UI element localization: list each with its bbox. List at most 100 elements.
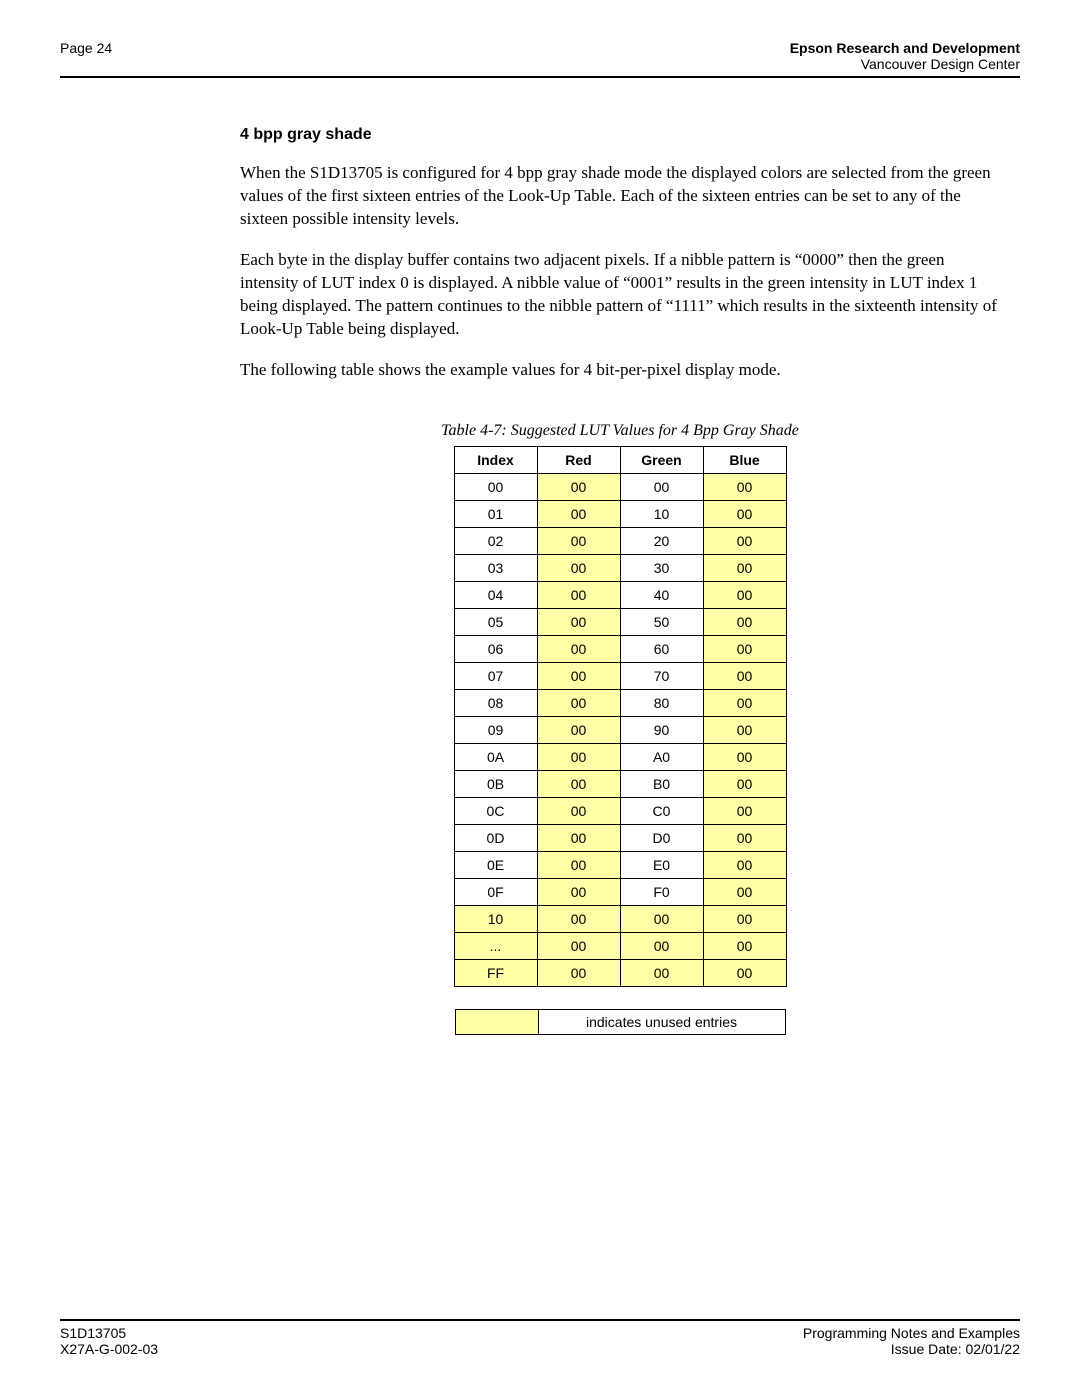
table-row: 0D00D000 [454,824,786,851]
header-page-number: Page 24 [60,40,112,56]
cell-red: 00 [537,635,620,662]
cell-blue: 00 [703,878,786,905]
section-title: 4 bpp gray shade [240,126,1000,144]
footer-right-2: Issue Date: 02/01/22 [803,1341,1020,1357]
paragraph-3: The following table shows the example va… [240,359,1000,382]
cell-index: 08 [454,689,537,716]
cell-green: 80 [620,689,703,716]
cell-red: 00 [537,500,620,527]
cell-blue: 00 [703,473,786,500]
cell-index: ... [454,932,537,959]
legend-swatch [455,1009,538,1034]
cell-blue: 00 [703,824,786,851]
cell-blue: 00 [703,554,786,581]
cell-blue: 00 [703,743,786,770]
cell-green: 20 [620,527,703,554]
cell-blue: 00 [703,635,786,662]
table-row: 01001000 [454,500,786,527]
th-blue: Blue [703,446,786,473]
cell-red: 00 [537,851,620,878]
th-red: Red [537,446,620,473]
cell-index: 0D [454,824,537,851]
cell-index: 0F [454,878,537,905]
cell-blue: 00 [703,662,786,689]
th-index: Index [454,446,537,473]
table-row: 0E00E000 [454,851,786,878]
table-row: 0F00F000 [454,878,786,905]
table-row: 00000000 [454,473,786,500]
table-row: 07007000 [454,662,786,689]
cell-red: 00 [537,932,620,959]
main-content: 4 bpp gray shade When the S1D13705 is co… [240,126,1000,1035]
page-footer: S1D13705 X27A-G-002-03 Programming Notes… [60,1319,1020,1357]
cell-index: 0A [454,743,537,770]
cell-red: 00 [537,554,620,581]
header-rule [60,76,1020,78]
cell-index: 01 [454,500,537,527]
cell-green: 50 [620,608,703,635]
cell-index: 00 [454,473,537,500]
cell-green: E0 [620,851,703,878]
cell-index: 0C [454,797,537,824]
table-caption: Table 4-7: Suggested LUT Values for 4 Bp… [240,422,1000,440]
cell-green: 40 [620,581,703,608]
paragraph-2: Each byte in the display buffer contains… [240,249,1000,341]
cell-green: F0 [620,878,703,905]
table-row: 08008000 [454,689,786,716]
cell-index: 09 [454,716,537,743]
legend: indicates unused entries [240,1009,1000,1035]
table-row: 04004000 [454,581,786,608]
table-row: 10000000 [454,905,786,932]
cell-red: 00 [537,905,620,932]
table-row: 0B00B000 [454,770,786,797]
table-row: 02002000 [454,527,786,554]
cell-index: 04 [454,581,537,608]
cell-green: D0 [620,824,703,851]
legend-label: indicates unused entries [538,1009,785,1034]
table-row: 09009000 [454,716,786,743]
header-org-line1: Epson Research and Development [790,40,1020,56]
lut-table-head-row: Index Red Green Blue [454,446,786,473]
cell-red: 00 [537,797,620,824]
footer-right-1: Programming Notes and Examples [803,1325,1020,1341]
cell-blue: 00 [703,527,786,554]
cell-green: 90 [620,716,703,743]
cell-red: 00 [537,770,620,797]
cell-green: 00 [620,473,703,500]
cell-red: 00 [537,473,620,500]
cell-green: 00 [620,905,703,932]
table-row: 03003000 [454,554,786,581]
cell-blue: 00 [703,581,786,608]
cell-green: 70 [620,662,703,689]
header-org-line2: Vancouver Design Center [790,56,1020,72]
cell-red: 00 [537,824,620,851]
footer-rule [60,1319,1020,1321]
cell-green: 00 [620,932,703,959]
table-row: 0A00A000 [454,743,786,770]
cell-index: 07 [454,662,537,689]
cell-green: A0 [620,743,703,770]
cell-blue: 00 [703,608,786,635]
cell-index: 05 [454,608,537,635]
header-org: Epson Research and Development Vancouver… [790,40,1020,72]
cell-green: 10 [620,500,703,527]
cell-index: 0E [454,851,537,878]
cell-index: 0B [454,770,537,797]
cell-red: 00 [537,527,620,554]
cell-blue: 00 [703,905,786,932]
cell-index: 10 [454,905,537,932]
cell-blue: 00 [703,770,786,797]
table-row: 06006000 [454,635,786,662]
table-row: FF000000 [454,959,786,986]
th-green: Green [620,446,703,473]
cell-blue: 00 [703,851,786,878]
lut-table: Index Red Green Blue 0000000001001000020… [454,446,787,987]
footer-left-1: S1D13705 [60,1325,158,1341]
cell-blue: 00 [703,797,786,824]
cell-red: 00 [537,581,620,608]
cell-blue: 00 [703,959,786,986]
cell-red: 00 [537,662,620,689]
cell-red: 00 [537,743,620,770]
paragraph-1: When the S1D13705 is configured for 4 bp… [240,162,1000,231]
footer-left-2: X27A-G-002-03 [60,1341,158,1357]
